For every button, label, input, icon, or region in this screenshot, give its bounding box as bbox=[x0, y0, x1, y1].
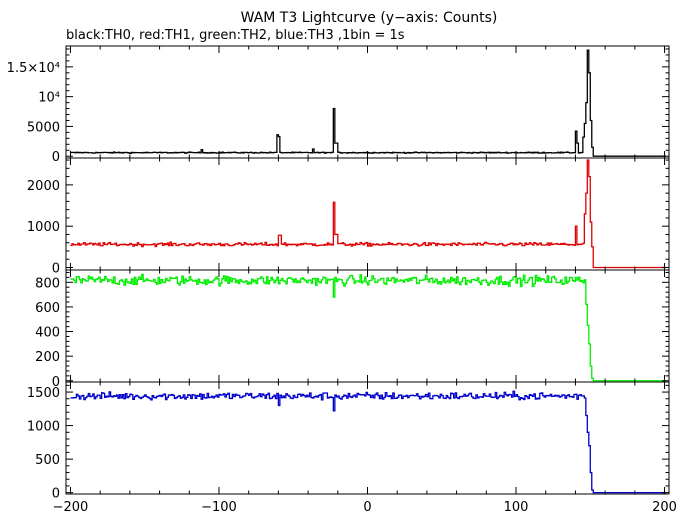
y-tick-label: 600 bbox=[35, 301, 60, 316]
series-line-th2 bbox=[70, 273, 667, 382]
y-tick-label: 200 bbox=[35, 350, 60, 365]
y-tick-label: 10⁴ bbox=[38, 91, 60, 106]
x-tick-label: −200 bbox=[53, 500, 89, 515]
y-tick-label: 5000 bbox=[27, 120, 60, 135]
x-tick-label: 200 bbox=[652, 500, 677, 515]
y-tick-label: 0 bbox=[52, 262, 60, 277]
panel-frame bbox=[65, 45, 670, 159]
series-line-th0 bbox=[70, 49, 667, 157]
panels-group: 0500010⁴1.5×10⁴0100020000200400600800050… bbox=[7, 45, 677, 515]
y-tick-label: 0 bbox=[52, 487, 60, 502]
panel-th1: 0 1000 2000 bbox=[27, 157, 670, 277]
y-tick-label: 400 bbox=[35, 326, 60, 341]
y-tick-label: 1500 bbox=[27, 386, 60, 401]
panel-th3: 0 500 1000 1500 bbox=[27, 381, 670, 502]
x-tick-label: 0 bbox=[363, 500, 371, 515]
y-tick-label: 1.5×10⁴ bbox=[7, 61, 60, 76]
panel-th2: 0 200 400 600 800 bbox=[35, 269, 670, 390]
series-line-th1 bbox=[70, 159, 667, 269]
y-tick-label: 0 bbox=[52, 150, 60, 165]
y-tick-label: 1000 bbox=[27, 220, 60, 235]
x-tick-label: 100 bbox=[504, 500, 529, 515]
panel-th0: 0 5000 10⁴ 1.5×10⁴ bbox=[7, 45, 670, 165]
y-tick-label: 500 bbox=[35, 453, 60, 468]
y-tick-label: 0 bbox=[52, 375, 60, 390]
panel-frame bbox=[65, 269, 670, 383]
series-line-th3 bbox=[70, 390, 667, 494]
chart-subtitle: black:TH0, red:TH1, green:TH2, blue:TH3 … bbox=[66, 28, 405, 43]
y-tick-label: 1000 bbox=[27, 420, 60, 435]
y-tick-label: 800 bbox=[35, 276, 60, 291]
x-tick-label: −100 bbox=[201, 500, 237, 515]
panel-frame bbox=[65, 157, 670, 271]
chart-title: WAM T3 Lightcurve (y−axis: Counts) bbox=[241, 10, 498, 26]
y-tick-label: 2000 bbox=[27, 179, 60, 194]
